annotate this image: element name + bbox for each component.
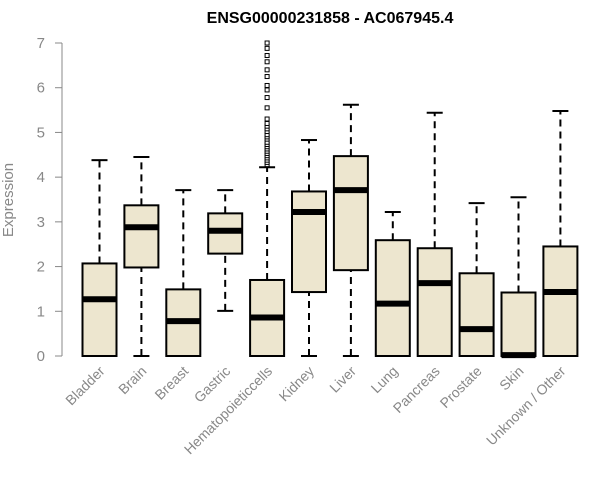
iqr-box xyxy=(291,190,327,294)
iqr-box xyxy=(458,272,495,357)
x-tick-label: Prostate xyxy=(437,363,485,411)
y-tick-label: 7 xyxy=(37,35,45,52)
x-tick-label: Skin xyxy=(496,363,527,394)
x-tick-label: Breast xyxy=(151,363,191,403)
outlier-point xyxy=(264,53,270,59)
outlier-point xyxy=(264,116,270,122)
outlier-point xyxy=(264,87,270,93)
box-unknown-other xyxy=(542,109,579,357)
outlier-point xyxy=(264,95,270,101)
x-tick-label: Bladder xyxy=(62,363,108,409)
box-bladder xyxy=(81,159,118,358)
box-kidney xyxy=(291,139,327,357)
iqr-box xyxy=(542,245,579,357)
iqr-box xyxy=(374,239,411,357)
iqr-box xyxy=(123,204,160,269)
y-tick-label: 5 xyxy=(37,124,45,141)
box-brain xyxy=(123,156,160,357)
x-tick-label: Liver xyxy=(326,363,359,396)
y-tick-label: 0 xyxy=(37,348,45,365)
box-prostate xyxy=(458,202,495,357)
x-tick-label: Lung xyxy=(368,363,401,396)
y-tick-label: 2 xyxy=(37,259,45,276)
box-pancreas xyxy=(416,111,453,357)
box-hematopoieticcells xyxy=(249,40,286,357)
box-skin xyxy=(500,196,537,359)
outlier-point xyxy=(264,120,270,126)
iqr-box xyxy=(81,262,118,358)
iqr-box xyxy=(500,291,537,357)
outlier-point xyxy=(264,40,270,46)
y-tick-label: 3 xyxy=(37,214,45,231)
boxes xyxy=(81,40,579,359)
outlier-point xyxy=(264,82,270,88)
chart-title: ENSG00000231858 - AC067945.4 xyxy=(207,10,454,27)
x-tick-label: Brain xyxy=(115,363,149,397)
x-tick-label: Pancreas xyxy=(390,363,443,416)
x-axis-labels: Bladder Brain Breast GastricHematopoieticce… xyxy=(62,363,569,458)
outlier-point xyxy=(264,74,270,80)
y-tick-label: 1 xyxy=(37,303,45,320)
outlier-point xyxy=(264,67,270,73)
outlier-point xyxy=(264,59,270,65)
outlier-point xyxy=(264,45,270,51)
x-tick-label: Kidney xyxy=(276,363,318,405)
iqr-box xyxy=(332,155,369,272)
outlier-point xyxy=(264,105,270,111)
box-liver xyxy=(332,103,369,357)
iqr-box xyxy=(416,247,453,357)
y-tick-label: 6 xyxy=(37,80,45,97)
y-tick-label: 4 xyxy=(37,169,45,186)
box-lung xyxy=(374,211,411,357)
box-breast xyxy=(165,189,202,357)
y-axis-label: Expression xyxy=(0,163,17,237)
box-gastric xyxy=(207,189,244,312)
x-tick-label: Unknown / Other xyxy=(483,363,569,449)
y-axis: 0 1 2 3 4 5 6 7 xyxy=(37,35,63,365)
